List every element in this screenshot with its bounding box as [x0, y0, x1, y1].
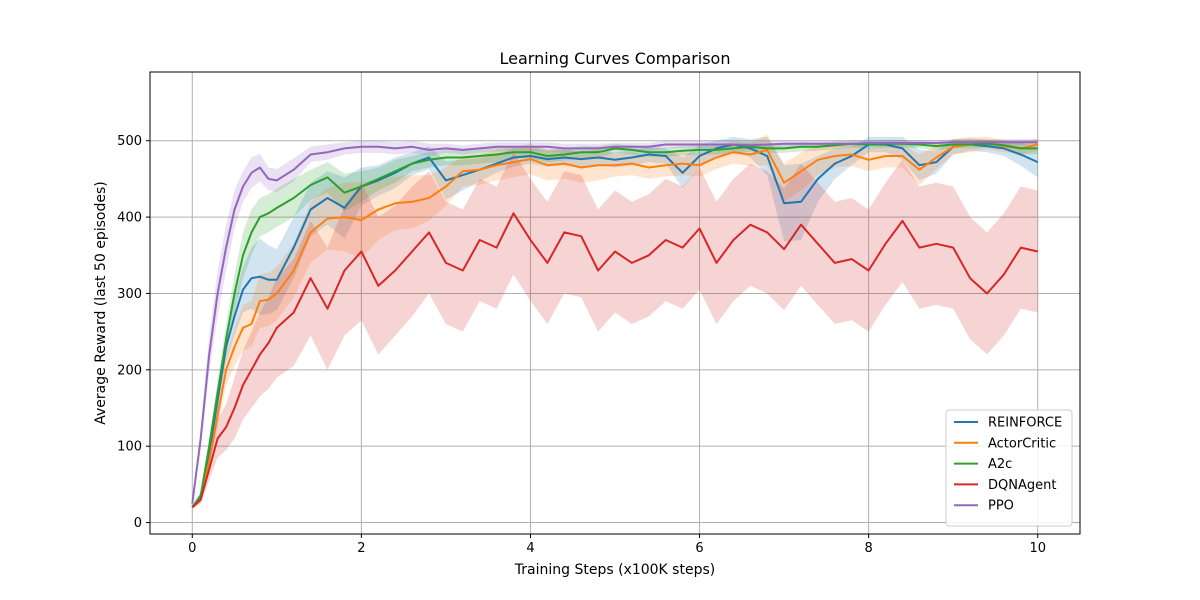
grid — [150, 72, 1080, 534]
series-line-dqnagent — [191, 212, 1038, 509]
legend-label-a2c: A2c — [988, 457, 1012, 472]
x-tick-label: 4 — [526, 541, 534, 556]
legend-label-reinforce: REINFORCE — [988, 416, 1062, 431]
legend-box — [945, 409, 1073, 527]
series-line-actorcritic — [191, 142, 1038, 509]
x-axis-label: Training Steps (x100K steps) — [514, 562, 715, 578]
legend-label-ppo: PPO — [988, 499, 1014, 514]
y-axis-label: Average Reward (last 50 episodes) — [93, 181, 109, 424]
x-tick-label: 6 — [695, 541, 703, 556]
chart-title: Learning Curves Comparison — [500, 49, 731, 68]
plot-frame — [149, 71, 1081, 535]
band-ppo — [192, 139, 1038, 506]
y-axis-ticks: 0 100 200 300 400 500 — [117, 134, 150, 531]
x-tick-label: 8 — [864, 541, 872, 556]
x-tick-label: 10 — [1029, 541, 1046, 556]
y-tick-label: 500 — [117, 134, 142, 149]
band-dqnagent — [192, 152, 1038, 509]
x-tick-label: 2 — [357, 541, 365, 556]
y-tick-label: 300 — [117, 287, 142, 302]
series-lines — [191, 141, 1039, 509]
y-tick-label: 200 — [117, 363, 142, 378]
legend: REINFORCE ActorCritic A2c DQNAgent PPO — [945, 409, 1073, 527]
y-tick-label: 400 — [117, 211, 142, 226]
y-tick-label: 100 — [117, 440, 142, 455]
band-actorcritic — [192, 134, 1038, 509]
x-tick-label: 0 — [188, 541, 196, 556]
legend-label-dqnagent: DQNAgent — [988, 478, 1056, 493]
y-tick-label: 0 — [134, 516, 142, 531]
x-axis-ticks: 0 2 4 6 8 10 — [188, 534, 1046, 556]
series-line-ppo — [191, 141, 1038, 504]
legend-label-actorcritic: ActorCritic — [988, 436, 1056, 451]
confidence-bands — [192, 134, 1038, 509]
